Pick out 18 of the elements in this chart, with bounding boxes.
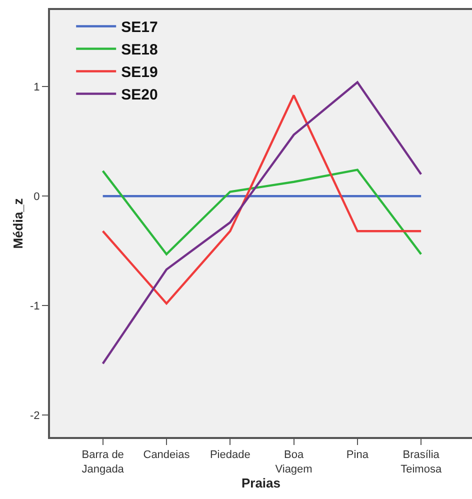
x-tick-label: Boa Viagem xyxy=(275,449,312,476)
x-tick-label: Piedade xyxy=(210,449,250,462)
legend-label: SE17 xyxy=(121,19,158,36)
y-tick-label: -1 xyxy=(30,300,40,312)
y-tick-label: -2 xyxy=(30,410,40,422)
x-tick-label: Candeias xyxy=(143,449,190,462)
x-axis-title: Praias xyxy=(241,476,281,491)
line-series xyxy=(102,168,422,256)
x-tick-label: Barra de Jangada xyxy=(82,449,125,476)
legend-label: SE20 xyxy=(121,86,158,104)
x-tick-label: Brasília Teimosa xyxy=(400,449,442,476)
y-tick-label: 0 xyxy=(34,190,40,203)
y-axis-title: Média_z xyxy=(10,198,26,249)
legend-label: SE19 xyxy=(121,64,158,82)
x-tick-label: Pina xyxy=(346,449,370,462)
line-series xyxy=(102,81,422,365)
y-tick-label: 1 xyxy=(34,81,40,94)
legend-label: SE18 xyxy=(121,42,158,59)
